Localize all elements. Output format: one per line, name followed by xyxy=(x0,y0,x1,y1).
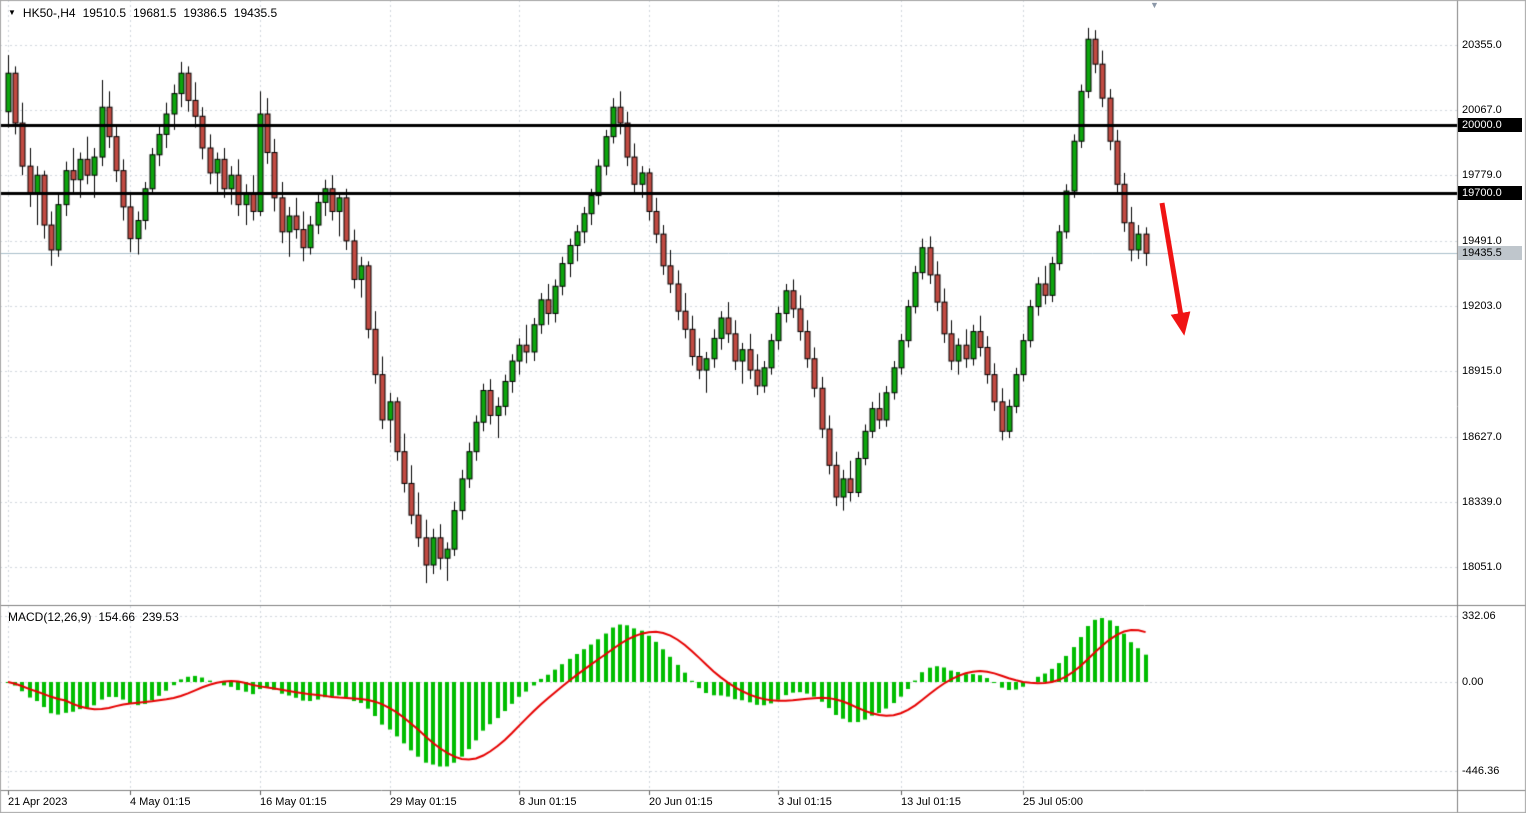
hline-price-tag-19700[interactable]: 19700.0 xyxy=(1458,186,1522,201)
chart-shift-marker[interactable]: ▼ xyxy=(1150,0,1159,10)
current-price-tag: 19435.5 xyxy=(1458,246,1522,261)
down-arrow-annotation[interactable] xyxy=(1159,202,1191,336)
hline-price-tag-20000[interactable]: 20000.0 xyxy=(1458,118,1522,133)
symbol-dropdown-icon[interactable]: ▼ xyxy=(8,8,16,17)
